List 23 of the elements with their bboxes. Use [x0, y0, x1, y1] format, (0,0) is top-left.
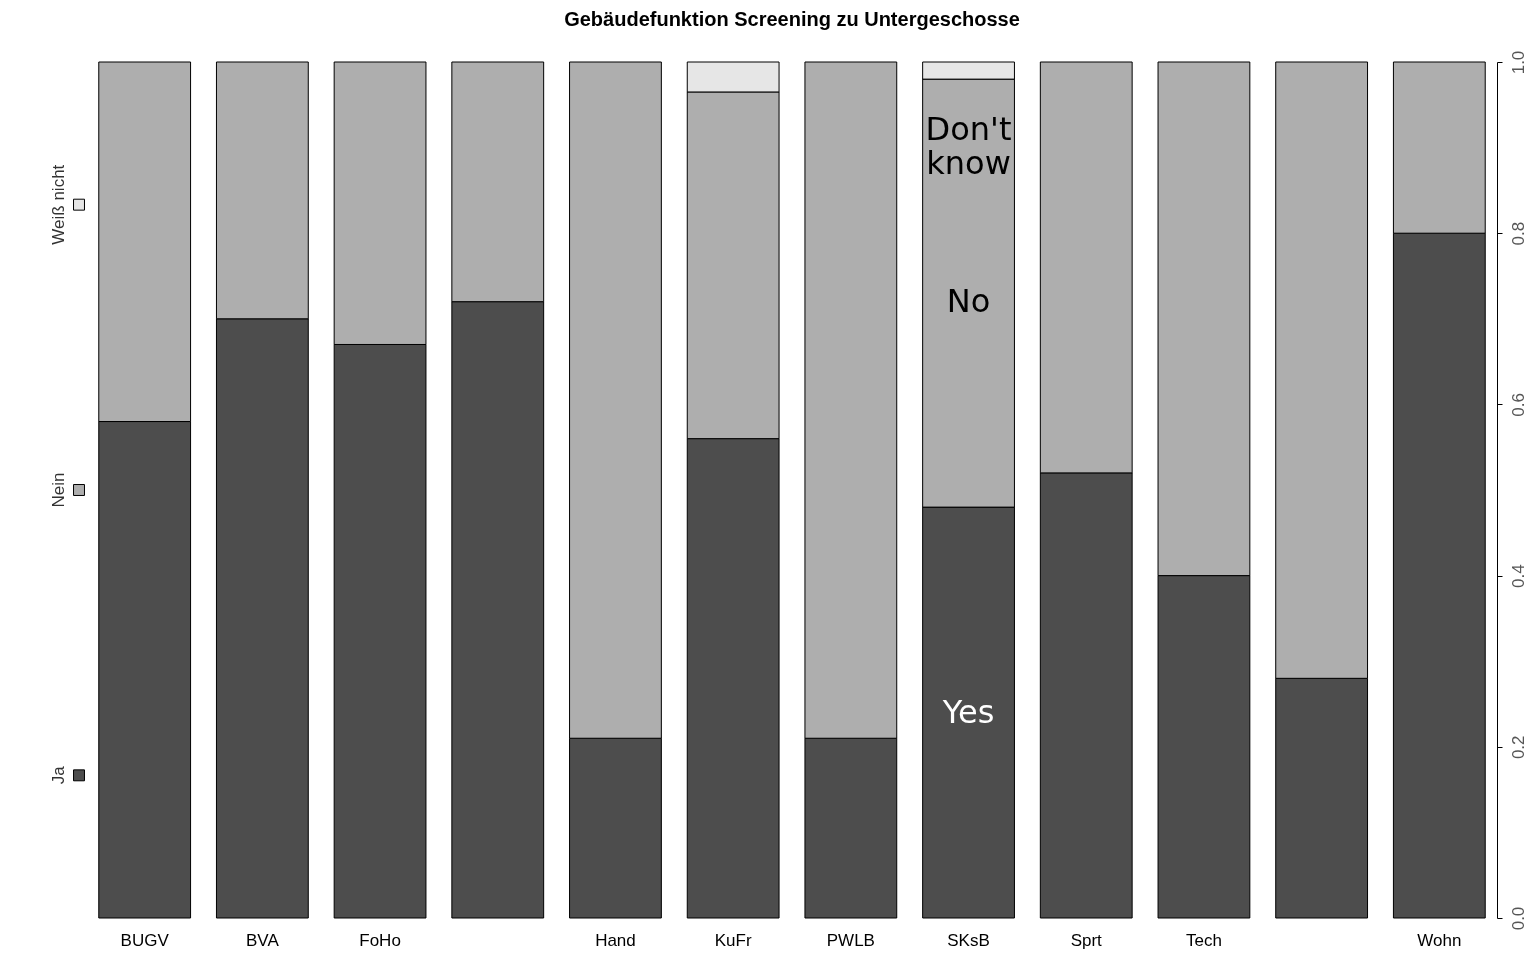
x-tick-label: BVA — [245, 930, 280, 950]
y-tick-label: 0.4 — [1508, 564, 1524, 588]
legend-label: Ja — [49, 765, 68, 785]
x-tick-label: Hand — [595, 930, 636, 950]
y-tick-label: 0.8 — [1508, 221, 1524, 246]
x-tick-label: Wohn — [1417, 930, 1462, 950]
x-tick-label: FoHo — [359, 930, 401, 950]
legend-label: Nein — [49, 472, 68, 508]
y-tick-label: 0.6 — [1508, 393, 1524, 417]
chart-title: Gebäudefunktion Screening zu Untergeschosse — [564, 8, 1020, 31]
x-tick-label: BUGV — [120, 930, 170, 950]
x-tick-label: Sprt — [1070, 930, 1103, 950]
x-tick-label: KuFr — [714, 930, 752, 950]
annotation: Yes — [941, 692, 995, 731]
annotation: Don't know — [925, 110, 1012, 183]
x-tick-label: Tech — [1185, 930, 1222, 950]
x-tick-label: SKsB — [947, 930, 990, 950]
x-tick-label: PWLB — [826, 930, 875, 950]
annotation: No — [946, 281, 991, 320]
legend-label: Weiß nicht — [49, 164, 68, 245]
y-tick-label: 0.0 — [1508, 906, 1524, 931]
y-tick-label: 0.2 — [1508, 735, 1524, 760]
y-tick-label: 1.0 — [1508, 50, 1524, 75]
